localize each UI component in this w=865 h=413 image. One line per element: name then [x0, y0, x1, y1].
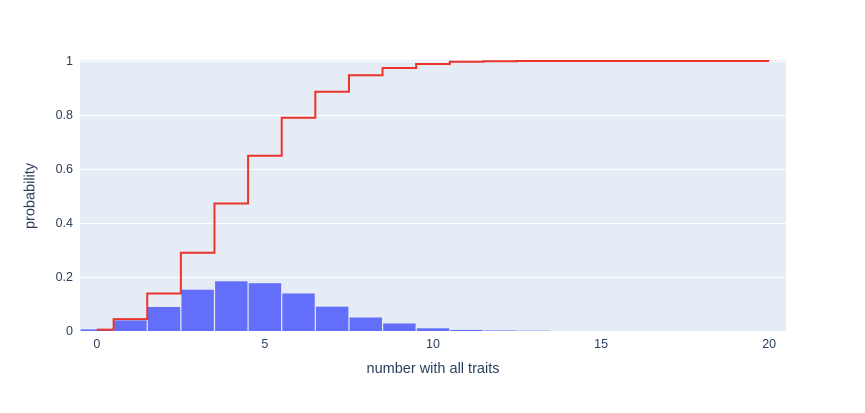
- histogram-bar[interactable]: [416, 328, 450, 331]
- histogram-bar[interactable]: [282, 293, 315, 331]
- y-tick-label: 0: [66, 323, 73, 338]
- x-tick-label: 15: [594, 337, 609, 351]
- chart-canvas: [80, 60, 786, 332]
- x-axis-title: number with all traits: [366, 361, 500, 377]
- histogram-bar[interactable]: [315, 306, 349, 331]
- y-tick-label: 1: [66, 53, 73, 68]
- plot-background: [80, 60, 786, 332]
- y-tick-label: 0.4: [55, 215, 73, 230]
- y-axis-title: probability: [22, 162, 39, 230]
- plot-area[interactable]: [80, 60, 786, 332]
- histogram-bar[interactable]: [383, 323, 416, 331]
- histogram-bar[interactable]: [114, 320, 147, 331]
- y-tick-label: 0.6: [55, 161, 73, 176]
- histogram-bar[interactable]: [484, 330, 517, 331]
- histogram-bar[interactable]: [181, 289, 214, 331]
- histogram-bar[interactable]: [450, 329, 483, 331]
- histogram-bars: [80, 281, 551, 332]
- histogram-bar[interactable]: [147, 306, 181, 331]
- x-tick-label: 5: [261, 337, 269, 351]
- x-tick-label: 10: [426, 337, 440, 351]
- x-tick-label: 20: [762, 337, 777, 351]
- histogram-bar[interactable]: [215, 281, 248, 331]
- histogram-bar[interactable]: [248, 283, 282, 331]
- histogram-bar[interactable]: [349, 317, 382, 332]
- y-tick-label: 0.2: [55, 269, 73, 284]
- cdf-step-line[interactable]: [96, 60, 770, 331]
- y-tick-label: 0.8: [55, 107, 73, 122]
- x-tick-label: 0: [93, 337, 101, 351]
- histogram-bar[interactable]: [80, 329, 114, 331]
